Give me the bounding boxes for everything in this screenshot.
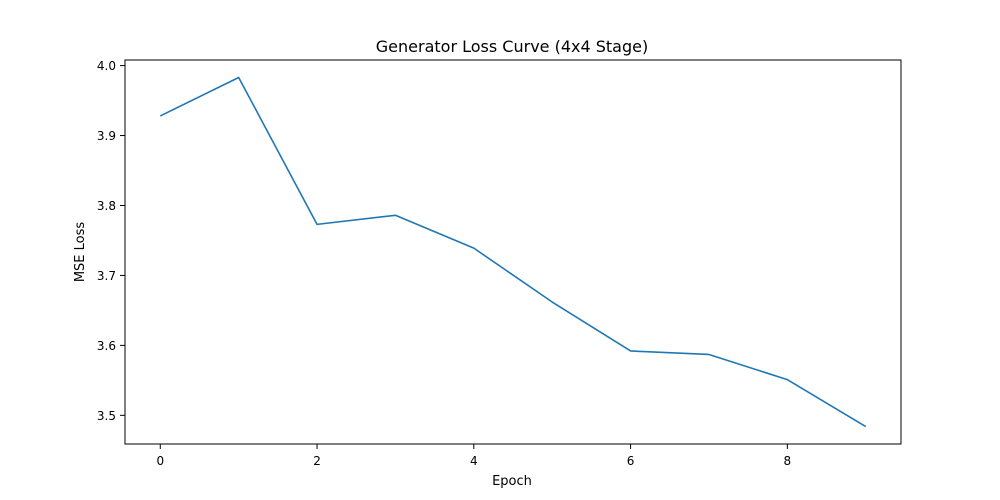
y-tick-label: 3.7 [97, 269, 116, 283]
y-tick-label: 3.5 [97, 409, 116, 423]
y-tick-label: 3.9 [97, 129, 116, 143]
y-tick-label: 4.0 [97, 59, 116, 73]
x-tick-label: 6 [627, 454, 635, 468]
x-axis: 0 2 4 6 8 [156, 444, 791, 468]
y-tick-label: 3.6 [97, 339, 116, 353]
chart-title: Generator Loss Curve (4x4 Stage) [376, 37, 648, 56]
loss-series-line [159, 76, 867, 428]
x-tick-label: 4 [470, 454, 478, 468]
plot-area: 0 2 4 6 8 3.5 3.6 3.7 3.8 3.9 4.0 [97, 59, 902, 468]
y-axis: 3.5 3.6 3.7 3.8 3.9 4.0 [97, 59, 125, 423]
y-tick-label: 3.8 [97, 199, 116, 213]
x-tick-label: 2 [313, 454, 321, 468]
series-layer [159, 76, 867, 428]
x-axis-label: Epoch [492, 474, 532, 489]
x-tick-label: 8 [784, 454, 792, 468]
axes-frame [124, 59, 902, 445]
x-tick-label: 0 [156, 454, 164, 468]
y-axis-label: MSE Loss [73, 222, 88, 283]
